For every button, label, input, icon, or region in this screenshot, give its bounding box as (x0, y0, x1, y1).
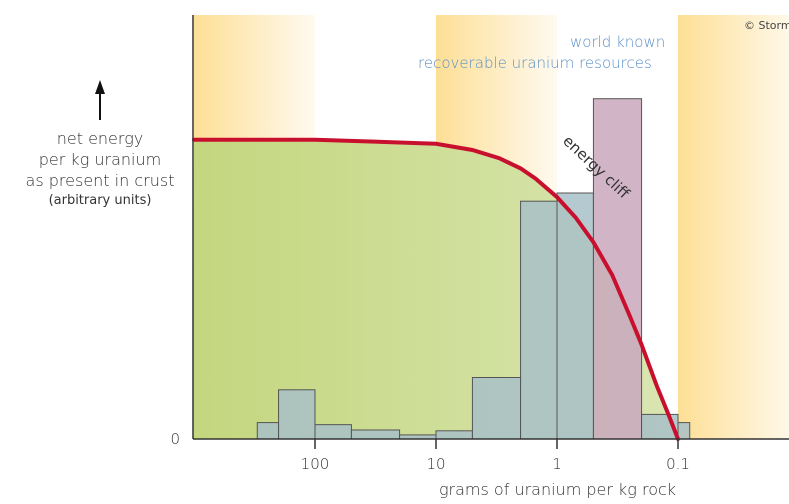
x-ticks: 100 10 1 0.1 (301, 439, 690, 473)
y-axis-label: net energy per kg uranium as present in … (0, 128, 200, 211)
annotation-line-1: world known (570, 33, 666, 51)
x-tick-label-0: 100 (301, 455, 330, 473)
bar-5 (435, 430, 473, 439)
bar-11 (677, 422, 691, 439)
y-arrow (95, 80, 105, 120)
y-label-line-2: per kg uranium (38, 150, 162, 169)
y-tick-label-0: 0 (170, 430, 180, 448)
bar-0 (256, 422, 280, 439)
y-label-line-1: net energy (56, 129, 144, 148)
y-label-note: (arbitrary units) (48, 193, 152, 208)
annotation-line-2: recoverable uranium resources (418, 54, 652, 72)
x-tick-label-3: 0.1 (666, 455, 690, 473)
x-axis-label: grams of uranium per kg rock (438, 480, 677, 499)
bar-1 (278, 389, 316, 439)
x-tick-label-1: 10 (426, 455, 445, 473)
bar-6 (471, 377, 522, 439)
bar-7 (520, 200, 558, 439)
energy-cliff-curve (192, 137, 680, 441)
y-label-line-3: as present in crust (25, 171, 175, 190)
x-tick-label-2: 1 (552, 455, 562, 473)
band-2 (678, 15, 789, 439)
bar-8 (556, 192, 594, 439)
bar-2 (314, 424, 352, 439)
histogram-bars (256, 98, 691, 439)
copyright-notice: © Storm (744, 19, 789, 32)
bar-9 (592, 98, 643, 439)
bar-3 (350, 429, 401, 439)
